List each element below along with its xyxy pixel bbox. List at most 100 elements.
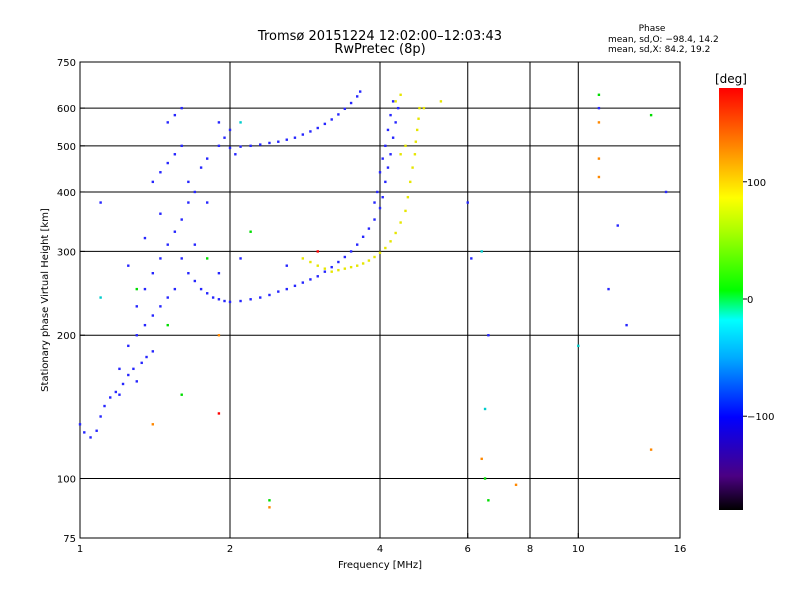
data-point [384,180,387,184]
x-tick-label: 4 [377,544,383,555]
data-point [239,145,242,148]
data-point [309,260,312,264]
data-point [205,201,209,204]
data-point [394,231,397,235]
data-point [223,136,226,139]
data-point [337,268,340,272]
data-point [323,270,327,273]
data-point [268,141,271,145]
data-point [159,171,162,174]
data-point [199,287,203,291]
data-point [121,382,125,386]
data-point [159,212,162,215]
data-point [193,243,197,246]
data-point [391,100,395,103]
data-point [597,93,601,96]
data-point [399,221,402,224]
data-point [330,118,333,121]
data-point [418,106,421,110]
data-point [285,287,288,291]
data-point [376,190,379,194]
data-point [293,284,297,288]
data-point [259,296,262,299]
data-point [394,100,397,103]
data-point [404,209,407,213]
data-point [173,113,177,117]
data-point [367,227,371,230]
data-point [399,93,402,96]
data-point [649,113,653,117]
data-point [386,166,390,169]
data-point [597,106,601,110]
chart-subtitle: RwPretec (8p) [334,42,425,57]
data-point [470,257,473,260]
data-point [483,407,487,411]
y-tick-label: 75 [63,534,76,545]
data-point [480,457,483,461]
data-point [114,390,118,394]
data-points [78,90,668,509]
data-point [259,143,262,146]
data-point [173,287,177,291]
data-point [514,483,518,487]
colorbar-ticks: −100 0 100 [743,178,774,423]
data-point [466,201,469,204]
data-point [99,201,102,204]
data-point [367,259,371,262]
y-tick-label: 300 [57,247,76,258]
data-point [396,106,400,110]
data-point [217,121,221,124]
data-point [285,264,288,267]
data-point [337,260,340,264]
data-point [389,113,392,117]
data-point [355,95,359,98]
data-point [355,264,359,267]
data-point [151,272,155,275]
phase-title: Phase [639,24,666,34]
data-point [413,153,417,156]
chart-title: Tromsø 20151224 12:02:00–12:03:43 [257,29,502,44]
data-point [343,255,347,259]
data-point [217,334,221,337]
data-point [249,144,252,148]
data-point [439,100,443,103]
data-point [95,429,98,432]
data-point [166,243,169,246]
data-point [378,171,382,174]
data-point [187,272,190,275]
data-point [217,272,221,275]
data-point [391,136,395,139]
data-point [78,423,82,426]
data-point [135,305,138,308]
y-axis-ticks: 75 100 200 300 400 500 600 750 [57,58,85,545]
data-point [343,267,347,270]
data-point [285,138,288,141]
data-point [268,506,271,509]
data-point [173,153,177,156]
data-point [151,180,155,184]
data-point [277,290,280,293]
data-point [132,367,135,371]
data-point [316,126,319,130]
data-point [249,230,252,233]
y-tick-label: 200 [57,331,76,342]
data-point [597,175,601,179]
data-point [337,113,340,116]
data-point [140,361,143,365]
data-point [118,393,121,396]
data-point [409,180,412,184]
y-tick-label: 100 [57,475,76,486]
data-point [597,157,601,160]
data-point [89,436,92,439]
data-point [109,396,112,399]
data-point [417,117,420,120]
data-point [422,106,426,110]
data-point [187,180,190,184]
data-point [361,235,365,238]
data-point [127,344,130,348]
data-point [384,144,387,148]
data-point [217,298,221,301]
data-point [597,121,601,124]
